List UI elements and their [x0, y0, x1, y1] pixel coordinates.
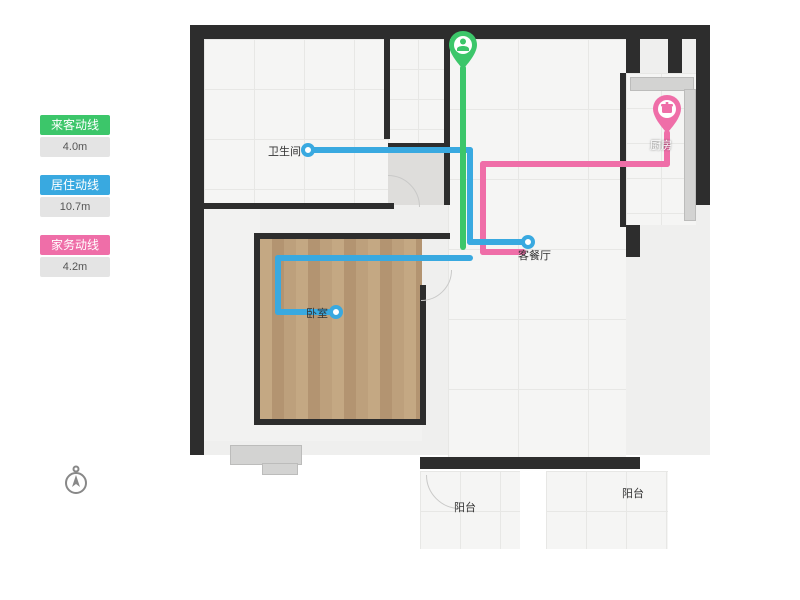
- chore-seg-v2: [664, 130, 670, 167]
- guest-seg-v: [460, 65, 466, 250]
- legend-guest-value: 4.0m: [40, 137, 110, 157]
- wall-bottom-right: [626, 25, 682, 39]
- innerwall-6: [254, 419, 426, 425]
- living-seg-h3: [275, 255, 473, 261]
- living-seg-h2: [467, 239, 529, 245]
- legend-living: 居住动线 10.7m: [40, 175, 110, 217]
- innerwall-5b: [254, 233, 450, 239]
- sill-sw2: [262, 463, 298, 475]
- legend-guest-label: 来客动线: [40, 115, 110, 135]
- innerwall-2: [444, 39, 450, 205]
- chore-seg-h1: [480, 249, 526, 255]
- legend-living-label: 居住动线: [40, 175, 110, 195]
- node-bedroom: [329, 305, 343, 319]
- room-bedroom: [260, 239, 422, 421]
- innerwall-7: [420, 285, 426, 425]
- innerwall-1: [384, 39, 390, 139]
- sill-sw: [230, 445, 302, 465]
- legend-chore: 家务动线 4.2m: [40, 235, 110, 277]
- room-nw: [204, 39, 388, 205]
- floorplan: 卫生间 卧室 客餐厅 厨房 阳台 阳台: [190, 25, 710, 565]
- living-seg-v2: [275, 255, 281, 315]
- innerwall-4: [204, 203, 394, 209]
- legend-living-value: 10.7m: [40, 197, 110, 217]
- room-living: [448, 39, 626, 457]
- legend-chore-label: 家务动线: [40, 235, 110, 255]
- sill-kitchen-right: [684, 89, 696, 221]
- corridor-west: [204, 205, 260, 441]
- room-balcony-r: [546, 471, 668, 549]
- wall-bottom-left: [190, 25, 420, 39]
- compass-icon: [60, 465, 92, 497]
- innerwall-8: [620, 73, 626, 227]
- legend-chore-value: 4.2m: [40, 257, 110, 277]
- wall-left: [190, 25, 204, 455]
- innerwall-5: [254, 233, 260, 423]
- node-living: [521, 235, 535, 249]
- living-seg-h1: [305, 147, 473, 153]
- wall-right-upper: [696, 25, 710, 205]
- node-bathroom: [301, 143, 315, 157]
- room-bathroom: [388, 39, 448, 145]
- living-seg-v1: [467, 147, 473, 245]
- chore-seg-h2: [480, 161, 670, 167]
- innerwall-9: [420, 457, 640, 469]
- legend-guest: 来客动线 4.0m: [40, 115, 110, 157]
- living-seg-h4: [275, 309, 337, 315]
- wall-balc-l-bot: [406, 25, 532, 39]
- legend: 来客动线 4.0m 居住动线 10.7m 家务动线 4.2m: [40, 115, 110, 295]
